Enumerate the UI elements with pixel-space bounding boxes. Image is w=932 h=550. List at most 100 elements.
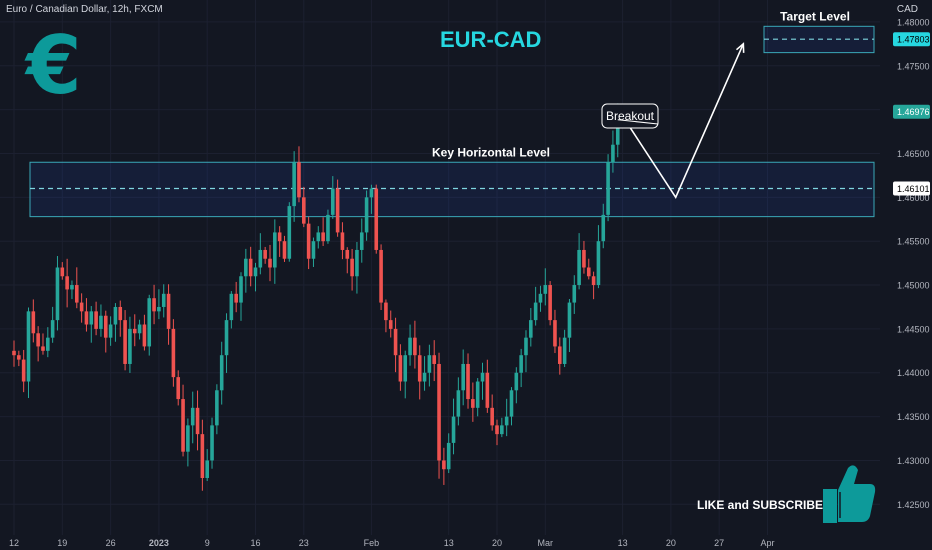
candle-body bbox=[210, 425, 214, 461]
y-tick-label: 1.44000 bbox=[897, 368, 930, 378]
candle-body bbox=[345, 249, 350, 259]
candle-body bbox=[485, 372, 490, 408]
x-tick-label: 23 bbox=[299, 538, 309, 548]
candle-body bbox=[21, 359, 26, 382]
candle-body bbox=[99, 315, 103, 329]
candle-body bbox=[495, 425, 499, 435]
candle-body bbox=[190, 407, 195, 426]
candle-body bbox=[601, 214, 606, 242]
candle-body bbox=[393, 328, 398, 356]
candle-body bbox=[572, 285, 577, 303]
candle-body bbox=[364, 197, 369, 233]
candle-body bbox=[205, 460, 209, 478]
candle-body bbox=[277, 232, 282, 242]
candle-body bbox=[427, 355, 432, 373]
x-tick-label: 13 bbox=[618, 538, 628, 548]
candle-body bbox=[461, 363, 465, 391]
candle-body bbox=[306, 223, 311, 259]
candle-body bbox=[161, 293, 166, 307]
candle-body bbox=[369, 188, 374, 198]
y-tick-label: 1.46000 bbox=[897, 193, 930, 203]
projection-arrowhead bbox=[735, 42, 745, 53]
candle-body bbox=[229, 293, 234, 321]
x-tick-label: 13 bbox=[444, 538, 454, 548]
candle-body bbox=[340, 232, 345, 250]
candle-body bbox=[195, 407, 200, 435]
x-tick-label: 19 bbox=[57, 538, 67, 548]
candle-body bbox=[302, 197, 306, 224]
candle-body bbox=[374, 188, 379, 250]
candle-body bbox=[166, 293, 171, 329]
candle-body bbox=[171, 328, 176, 378]
candle-body bbox=[446, 442, 451, 470]
candle-body bbox=[253, 267, 258, 277]
candle-body bbox=[46, 337, 50, 351]
y-tick-label: 1.43500 bbox=[897, 412, 930, 422]
current-price-label-bg bbox=[893, 104, 930, 119]
x-tick-label: 12 bbox=[9, 538, 19, 548]
candle-body bbox=[504, 416, 509, 426]
target-price-label: 1.47803 bbox=[897, 35, 930, 45]
breakout-callout bbox=[601, 103, 659, 129]
x-tick-label: 16 bbox=[250, 538, 260, 548]
candle-body bbox=[186, 425, 190, 452]
candle-body bbox=[553, 320, 557, 347]
candle-body bbox=[562, 337, 567, 364]
candle-body bbox=[239, 276, 243, 303]
y-tick-label: 1.45000 bbox=[897, 281, 930, 291]
projection-path bbox=[619, 43, 745, 200]
candle-body bbox=[215, 390, 219, 426]
y-tick-label: 1.44500 bbox=[897, 324, 930, 334]
x-tick-label: 20 bbox=[492, 538, 502, 548]
candle-body bbox=[118, 306, 123, 321]
current-price-label: 1.46976 bbox=[897, 107, 930, 117]
candle-body bbox=[132, 328, 137, 334]
candle-body bbox=[258, 249, 263, 268]
candle-body bbox=[94, 311, 98, 329]
candle-body bbox=[200, 434, 205, 478]
candle-body bbox=[108, 324, 113, 338]
candle-body bbox=[31, 311, 36, 334]
candle-body bbox=[417, 355, 422, 382]
y-tick-label: 1.47500 bbox=[897, 61, 930, 71]
candle-body bbox=[219, 355, 224, 391]
candle-body bbox=[408, 337, 412, 356]
y-tick-label: 1.48000 bbox=[897, 17, 930, 27]
candle-body bbox=[611, 144, 615, 163]
key-price-label-bg bbox=[893, 181, 930, 196]
candle-body bbox=[509, 390, 514, 417]
candle-body bbox=[456, 390, 461, 417]
candle-body bbox=[466, 363, 470, 400]
candle-body bbox=[84, 311, 89, 325]
x-tick-label: 9 bbox=[205, 538, 210, 548]
x-tick-label: 2023 bbox=[149, 538, 169, 548]
candle-body bbox=[500, 425, 504, 435]
breakout-pointer bbox=[617, 119, 659, 125]
candle-body bbox=[591, 276, 596, 286]
thumbs-up-icon bbox=[823, 465, 876, 523]
candle-body bbox=[297, 162, 301, 198]
candle-body bbox=[282, 241, 287, 259]
candle-body bbox=[596, 241, 601, 286]
candle-body bbox=[50, 320, 55, 338]
candle-body bbox=[65, 276, 69, 290]
candle-body bbox=[70, 285, 74, 290]
candle-body bbox=[292, 162, 296, 207]
candle-body bbox=[181, 399, 185, 452]
candle-body bbox=[12, 350, 16, 356]
key-level-zone bbox=[29, 161, 875, 218]
candle-body bbox=[263, 249, 267, 259]
y-tick-label: 1.42500 bbox=[897, 500, 930, 510]
candle-body bbox=[103, 315, 108, 338]
candle-body bbox=[379, 249, 383, 303]
candle-body bbox=[224, 320, 229, 356]
candle-body bbox=[321, 232, 325, 242]
candle-body bbox=[176, 377, 181, 400]
x-tick-label: Feb bbox=[364, 538, 380, 548]
candle-body bbox=[330, 188, 335, 215]
candle-body bbox=[471, 399, 475, 408]
candle-body bbox=[524, 337, 528, 356]
y-tick-label: 1.43000 bbox=[897, 456, 930, 466]
candle-body bbox=[355, 249, 359, 277]
